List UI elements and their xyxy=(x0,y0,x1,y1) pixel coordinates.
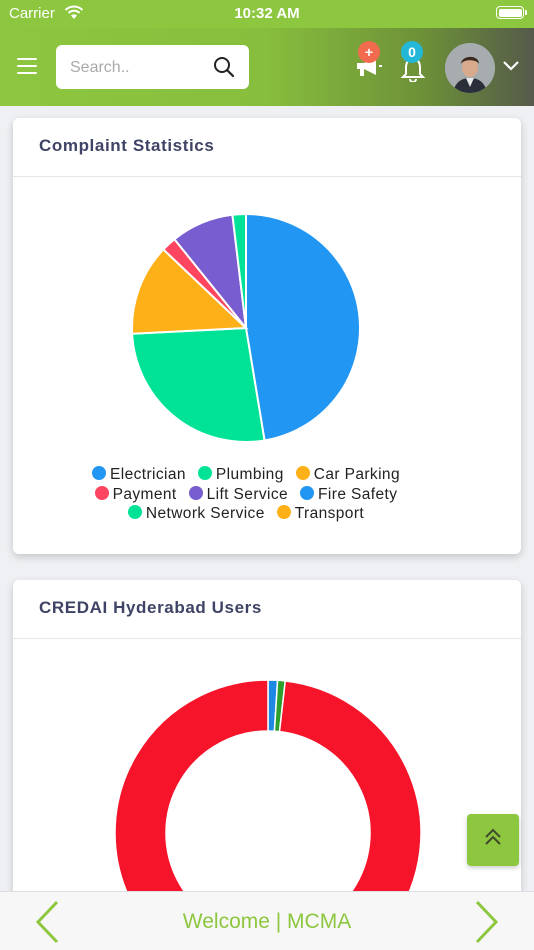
legend-marker xyxy=(197,466,212,480)
pie-slice-plumbing[interactable] xyxy=(131,326,266,443)
notification-count-badge: 0 xyxy=(401,41,423,63)
search-icon[interactable] xyxy=(213,56,235,78)
card-title: CREDAI Hyderabad Users xyxy=(39,598,262,617)
search-input[interactable] xyxy=(56,45,222,91)
previous-arrow-icon[interactable] xyxy=(34,900,60,944)
battery-icon xyxy=(496,6,527,19)
pie-slice-network-service[interactable] xyxy=(231,212,247,329)
search-box xyxy=(56,45,249,91)
double-chevron-up-icon xyxy=(485,828,501,845)
pie-slice-car-parking[interactable] xyxy=(131,248,249,335)
legend-marker xyxy=(300,485,315,500)
welcome-title: Welcome | MCMA xyxy=(182,910,352,933)
legend-marker xyxy=(188,485,203,500)
announcement-badge: + xyxy=(358,41,380,63)
scroll-to-top-button[interactable] xyxy=(467,814,519,866)
legend-label: Car Parking xyxy=(313,466,400,483)
legend-label: Lift Service xyxy=(206,485,289,503)
legend-item-lift-service[interactable]: Lift Service xyxy=(188,485,289,504)
legend-marker xyxy=(276,505,291,519)
legend-item-car-parking[interactable]: Car Parking xyxy=(295,466,400,484)
chevron-down-icon[interactable] xyxy=(503,61,519,71)
legend-label: Plumbing xyxy=(215,466,284,483)
pie-slice-electrician[interactable] xyxy=(245,212,361,442)
bottom-nav-bar: Welcome | MCMA xyxy=(0,891,534,950)
legend-item-transport[interactable]: Transport xyxy=(276,505,365,523)
users-card: CREDAI Hyderabad Users xyxy=(13,580,521,940)
legend-label: Electrician xyxy=(110,466,186,483)
legend-item-payment[interactable]: Payment xyxy=(94,485,177,504)
legend-row: Electrician Plumbing Car Parking xyxy=(13,466,479,486)
pie-legend: Electrician Plumbing Car Parking Payment Lif… xyxy=(13,466,479,525)
user-avatar[interactable] xyxy=(445,43,495,93)
complaint-pie-chart xyxy=(131,212,361,443)
clock: 10:32 AM xyxy=(234,5,300,22)
app-header: + 0 xyxy=(0,28,534,106)
hamburger-menu-icon[interactable] xyxy=(17,58,37,74)
card-title: Complaint Statistics xyxy=(39,136,215,155)
legend-label: Payment xyxy=(112,485,177,503)
legend-marker xyxy=(92,466,106,480)
legend-label: Network Service xyxy=(145,505,265,522)
legend-item-electrician[interactable]: Electrician xyxy=(92,466,186,484)
legend-item-fire-safety[interactable]: Fire Safety xyxy=(300,485,398,504)
next-arrow-icon[interactable] xyxy=(474,900,500,944)
users-donut-chart xyxy=(114,679,422,940)
legend-marker xyxy=(295,466,310,480)
legend-item-network-service[interactable]: Network Service xyxy=(127,505,265,523)
legend-row: Network Service Transport xyxy=(13,505,479,525)
legend-row: Payment Lift Service Fire Safety xyxy=(13,485,479,506)
legend-marker xyxy=(94,485,109,500)
divider xyxy=(13,638,521,639)
wifi-icon xyxy=(64,5,84,19)
legend-label: Transport xyxy=(294,505,365,522)
legend-item-plumbing[interactable]: Plumbing xyxy=(197,466,284,484)
status-bar: Carrier 10:32 AM xyxy=(0,0,534,28)
carrier-label: Carrier xyxy=(9,5,55,22)
legend-marker xyxy=(127,505,142,519)
divider xyxy=(13,176,521,177)
legend-label: Fire Safety xyxy=(318,485,398,503)
complaint-statistics-card: Complaint Statistics Electrician Plumbing… xyxy=(13,118,521,554)
